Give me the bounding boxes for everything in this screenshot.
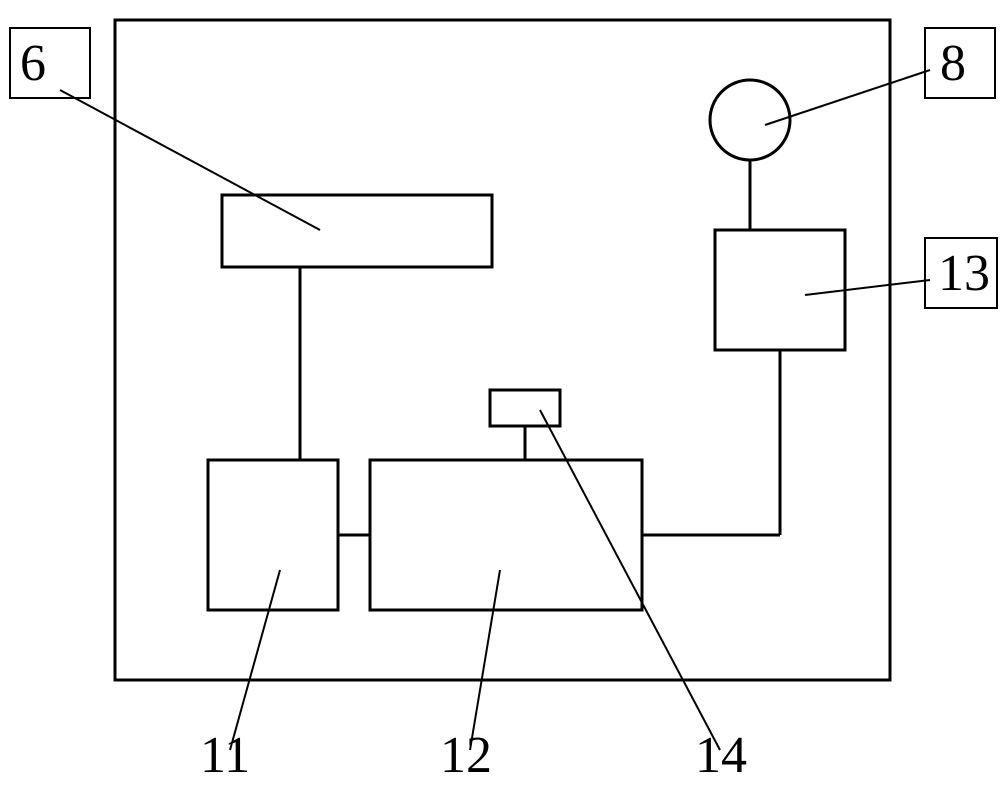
label-13: 13 [938,245,990,302]
leader-6 [60,90,320,230]
block-14 [490,390,560,426]
label-11: 11 [200,727,250,784]
leader-11 [230,570,280,750]
leader-8 [765,70,930,125]
block-6 [222,195,492,267]
block-12 [370,460,642,610]
block-13 [715,230,845,350]
label-6: 6 [20,35,46,92]
block-11 [208,460,338,610]
label-12: 12 [440,727,492,784]
label-8: 8 [940,35,966,92]
label-14: 14 [695,727,747,784]
block-diagram: 6 8 13 11 12 14 [0,0,1000,786]
leader-13 [805,280,930,295]
leader-12 [470,570,500,750]
